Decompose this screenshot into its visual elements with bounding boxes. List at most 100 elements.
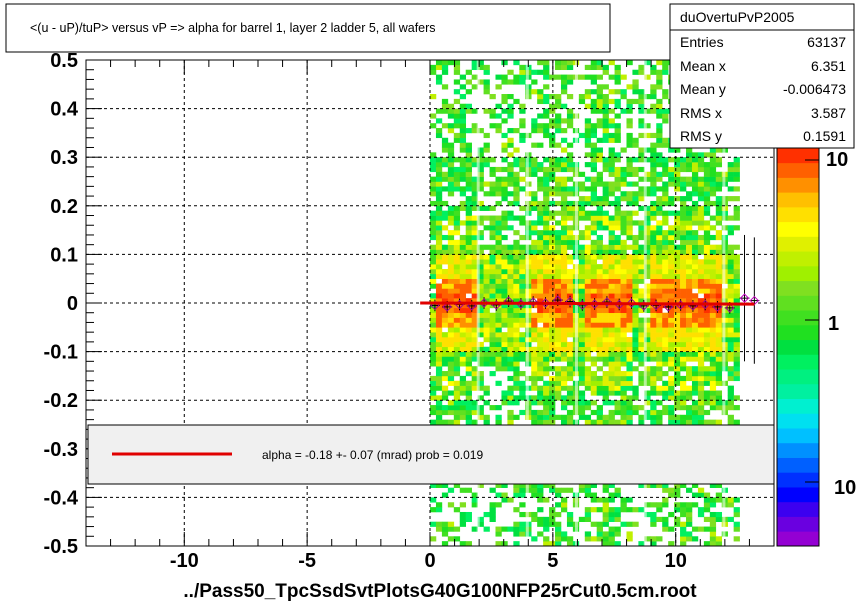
heatmap-cell [501, 268, 508, 275]
heatmap-cell [507, 385, 514, 391]
heatmap-cell [632, 332, 639, 338]
heatmap-cell [614, 79, 621, 85]
heatmap-cell [531, 371, 538, 377]
heatmap-cell [560, 341, 568, 348]
heatmap-cell [459, 113, 467, 119]
heatmap-cell [650, 356, 657, 362]
heatmap-cell [703, 380, 711, 386]
heatmap-cell [715, 264, 723, 270]
heatmap-cell [584, 405, 592, 411]
heatmap-cell [602, 254, 609, 260]
heatmap-cell [596, 298, 603, 304]
heatmap-cell [465, 371, 472, 377]
heatmap-cell [453, 283, 461, 289]
heatmap-cell [650, 511, 657, 518]
heatmap-cell [489, 113, 496, 119]
heatmap-cell [543, 293, 550, 299]
heatmap-cell [453, 181, 461, 187]
heatmap-cell [697, 152, 705, 158]
heatmap-cell [644, 400, 651, 406]
heatmap-cell [620, 74, 627, 80]
heatmap-cell [495, 356, 502, 362]
heatmap-cell [709, 176, 717, 182]
heatmap-cell [733, 332, 740, 338]
heatmap-cell [465, 541, 472, 547]
heatmap-cell [477, 230, 484, 236]
heatmap-cell [519, 395, 526, 401]
heatmap-cell [638, 186, 645, 192]
heatmap-cell [656, 361, 663, 367]
heatmap-cell [656, 341, 663, 348]
heatmap-cell [680, 298, 687, 304]
heatmap-cell [501, 225, 508, 231]
heatmap-cell [459, 327, 467, 333]
heatmap-cell [513, 337, 520, 343]
heatmap-cell [578, 371, 586, 377]
heatmap-cell [614, 327, 621, 333]
heatmap-cell [662, 405, 669, 411]
heatmap-cell [453, 356, 461, 362]
heatmap-cell [578, 94, 586, 100]
heatmap-cell [709, 361, 717, 367]
heatmap-cell [435, 186, 443, 192]
heatmap-cell [674, 220, 681, 226]
heatmap-cell [680, 361, 687, 367]
heatmap-cell [459, 414, 467, 420]
heatmap-cell [650, 132, 657, 139]
heatmap-cell [477, 147, 484, 153]
heatmap-cell [555, 341, 562, 348]
heatmap-cell [465, 307, 472, 314]
heatmap-cell [513, 273, 520, 279]
heatmap-cell [519, 278, 526, 284]
heatmap-cell [489, 191, 496, 197]
heatmap-cell [447, 103, 455, 109]
heatmap-cell [620, 375, 627, 382]
heatmap-cell [531, 118, 538, 124]
heatmap-cell [560, 395, 568, 401]
heatmap-cell [501, 132, 508, 139]
heatmap-cell [441, 541, 449, 547]
heatmap-cell [662, 210, 669, 216]
y-tick-label: 0.3 [50, 147, 78, 169]
heatmap-cell [584, 137, 592, 143]
heatmap-cell [531, 162, 538, 168]
heatmap-cell [668, 332, 675, 338]
heatmap-cell [662, 268, 669, 275]
heatmap-cell [644, 293, 651, 299]
heatmap-cell [644, 123, 651, 129]
heatmap-cell [566, 142, 574, 148]
heatmap-cell [483, 312, 490, 318]
heatmap-cell [507, 390, 514, 396]
heatmap-cell [674, 157, 681, 163]
heatmap-cell [644, 157, 651, 163]
heatmap-cell [549, 356, 556, 362]
heatmap-cell [727, 351, 734, 357]
heatmap-cell [614, 215, 621, 221]
heatmap-cell [733, 327, 740, 333]
heatmap-cell [566, 511, 574, 518]
heatmap-cell [703, 492, 711, 498]
heatmap-cell [668, 244, 675, 250]
heatmap-cell [608, 249, 615, 255]
heatmap-cell [430, 234, 437, 241]
heatmap-cell [435, 157, 443, 163]
heatmap-cell [501, 244, 508, 250]
heatmap-cell [549, 337, 556, 343]
heatmap-cell [555, 74, 562, 80]
heatmap-cell [680, 337, 687, 343]
heatmap-cell [483, 278, 490, 284]
heatmap-cell [453, 60, 461, 66]
heatmap-cell [709, 278, 717, 284]
heatmap-cell [501, 337, 508, 343]
heatmap-cell [519, 380, 526, 386]
heatmap-cell [560, 351, 568, 357]
heatmap-cell [644, 414, 651, 420]
heatmap-cell [668, 268, 675, 275]
heatmap-cell [477, 205, 484, 211]
heatmap-cell [602, 371, 609, 377]
heatmap-cell [614, 361, 621, 367]
heatmap-cell [549, 234, 556, 241]
heatmap-cell [537, 317, 544, 323]
heatmap-cell [441, 351, 449, 357]
heatmap-cell [560, 317, 568, 323]
